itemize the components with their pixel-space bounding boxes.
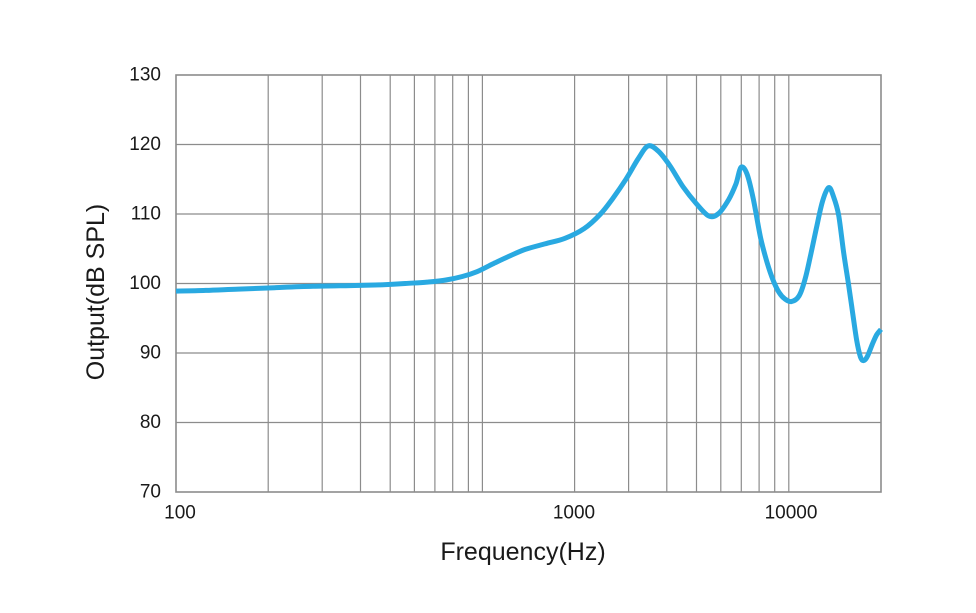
y-axis-title: Output(dB SPL) (82, 204, 110, 380)
x-axis-tick-labels: 100 1000 10000 (164, 503, 817, 524)
y-tick-label: 120 (129, 134, 161, 155)
y-tick-label: 130 (129, 65, 161, 86)
x-axis-title: Frequency(Hz) (440, 538, 605, 566)
y-tick-label: 110 (131, 204, 161, 225)
x-tick-label: 10000 (765, 503, 818, 524)
y-tick-label: 90 (140, 343, 161, 364)
grid-lines (176, 75, 881, 492)
x-tick-label: 1000 (553, 503, 595, 524)
y-tick-label: 70 (140, 482, 161, 503)
y-axis-tick-labels: 130 120 110 100 90 80 70 (129, 65, 161, 503)
response-curve (175, 143, 883, 364)
y-tick-label: 80 (140, 412, 161, 433)
plot-border (175, 74, 882, 493)
x-tick-label: 100 (164, 503, 196, 524)
y-tick-label: 100 (129, 273, 161, 294)
